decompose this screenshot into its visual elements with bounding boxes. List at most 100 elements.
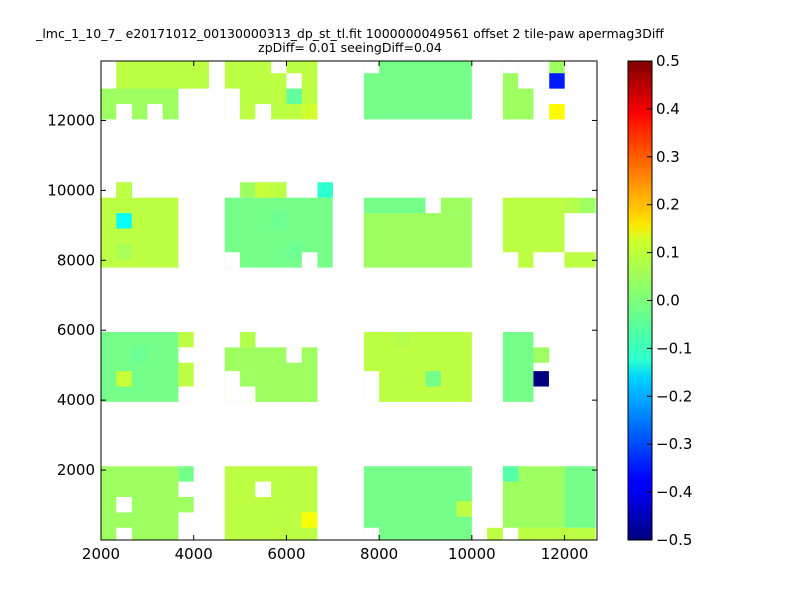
y-tick-label: 10000 [47, 181, 95, 199]
chart-subtitle: zpDiff= 0.01 seeingDiff=0.04 [258, 40, 442, 55]
heatmap-gap [147, 104, 163, 120]
heatmap-gap [255, 104, 272, 120]
heatmap-gap [224, 252, 241, 268]
heatmap-cell [549, 73, 565, 89]
heatmap-region [363, 197, 426, 214]
heatmap-region [363, 466, 472, 540]
heatmap-cell [271, 213, 287, 229]
heatmap-region [440, 197, 472, 214]
heatmap-gap [363, 371, 380, 402]
heatmap-gap [533, 252, 565, 268]
heatmap-gap [363, 61, 380, 74]
colorbar-tick-label: 0.4 [656, 100, 680, 118]
heatmap-gap [240, 386, 256, 402]
x-tick-label: 8000 [360, 545, 398, 563]
heatmap-gap [209, 61, 225, 89]
heatmap-gap [502, 252, 519, 268]
heatmap-cell [255, 182, 271, 198]
heatmap-gap [271, 61, 287, 74]
heatmap-region [101, 197, 179, 268]
y-tick-label: 4000 [57, 391, 95, 409]
plot-frame [100, 60, 598, 541]
y-tick-label: 6000 [57, 321, 95, 339]
heatmap-region [533, 347, 550, 363]
heatmap-gap [116, 527, 133, 540]
heatmap-region [178, 362, 194, 387]
x-tick-label: 6000 [267, 545, 305, 563]
heatmap-cell [549, 104, 565, 120]
heatmap-region [363, 61, 472, 120]
heatmap-cell [502, 466, 519, 482]
colorbar-tick-label: −0.3 [656, 435, 692, 453]
x-tick-label: 10000 [448, 545, 496, 563]
heatmap-region [502, 331, 534, 402]
y-axis: 2000 4000 6000 8000 10000 12000 [47, 111, 597, 479]
heatmap-region [178, 331, 194, 348]
heatmap-gap [533, 104, 550, 120]
heatmap-cell [286, 243, 302, 260]
heatmap-cells [101, 61, 596, 540]
x-tick-label: 4000 [175, 545, 213, 563]
heatmap-cell [394, 331, 410, 348]
heatmap-cell [425, 371, 441, 387]
heatmap-region [224, 466, 318, 540]
heatmap-region [101, 466, 179, 540]
heatmap-gap [255, 481, 272, 497]
heatmap-gap [178, 104, 210, 120]
colorbar-tick-label: 0.5 [656, 52, 680, 70]
heatmap-gap [286, 347, 302, 363]
colorbar-tick-label: −0.2 [656, 387, 692, 405]
colorbar-tick-label: 0.1 [656, 244, 680, 262]
heatmap-cell [240, 331, 256, 348]
heatmap-gap [502, 527, 519, 540]
heatmap-region [178, 496, 194, 513]
colorbar-tick-label: 0.3 [656, 148, 680, 166]
chart-title: _lmc_1_10_7_ e20171012_00130000313_dp_st… [35, 26, 664, 41]
x-tick-label: 12000 [541, 545, 589, 563]
heatmap-cell [301, 512, 318, 528]
heatmap-gap [101, 61, 117, 89]
heatmap-cell [116, 243, 132, 260]
heatmap-cell [456, 501, 472, 517]
colorbar-tick-label: 0.2 [656, 196, 680, 214]
heatmap-gap [178, 88, 210, 105]
heatmap-gap [301, 252, 318, 268]
heatmap-cell [271, 182, 287, 198]
heatmap-region [101, 61, 210, 89]
heatmap-cell [116, 371, 132, 387]
colorbar-tick-label: −0.4 [656, 483, 692, 501]
heatmap-cell [116, 182, 132, 198]
heatmap-gap [116, 104, 133, 120]
heatmap-region [101, 331, 179, 402]
heatmap-gap [518, 61, 534, 89]
heatmap-cell [301, 104, 318, 120]
heatmap-gap [502, 61, 519, 74]
heatmap-region [564, 252, 596, 268]
heatmap-region [363, 331, 472, 402]
heatmap-cell [132, 347, 148, 363]
heatmap-gap [224, 88, 241, 120]
y-tick-label: 12000 [47, 111, 95, 129]
heatmap-gap [224, 371, 241, 402]
heatmap-gap [286, 73, 302, 89]
x-tick-label: 2000 [82, 545, 120, 563]
heatmap-gap [116, 496, 133, 513]
colorbar-tick-label: −0.5 [656, 531, 692, 549]
heatmap-gap [363, 527, 380, 540]
heatmap-region [178, 466, 194, 482]
heatmap-cell [116, 213, 132, 229]
colorbar-axis: 0.5 0.4 0.3 0.2 0.1 0.0 −0.1 −0.2 −0.3 −0.4 −0.5 [647, 52, 692, 549]
heatmap-region [317, 197, 333, 268]
heatmap-region [564, 466, 596, 528]
colorbar-tick-label: 0.0 [656, 292, 680, 310]
heatmap-gap [533, 61, 550, 89]
heatmap-cell [286, 88, 302, 105]
heatmap-cell [533, 371, 549, 387]
x-axis: 2000 4000 6000 8000 10000 12000 [82, 61, 589, 563]
heatmap-cell [564, 197, 580, 214]
heatmap-region [363, 213, 472, 268]
y-tick-label: 2000 [57, 461, 95, 479]
colorbar-tick-label: −0.1 [656, 339, 692, 357]
